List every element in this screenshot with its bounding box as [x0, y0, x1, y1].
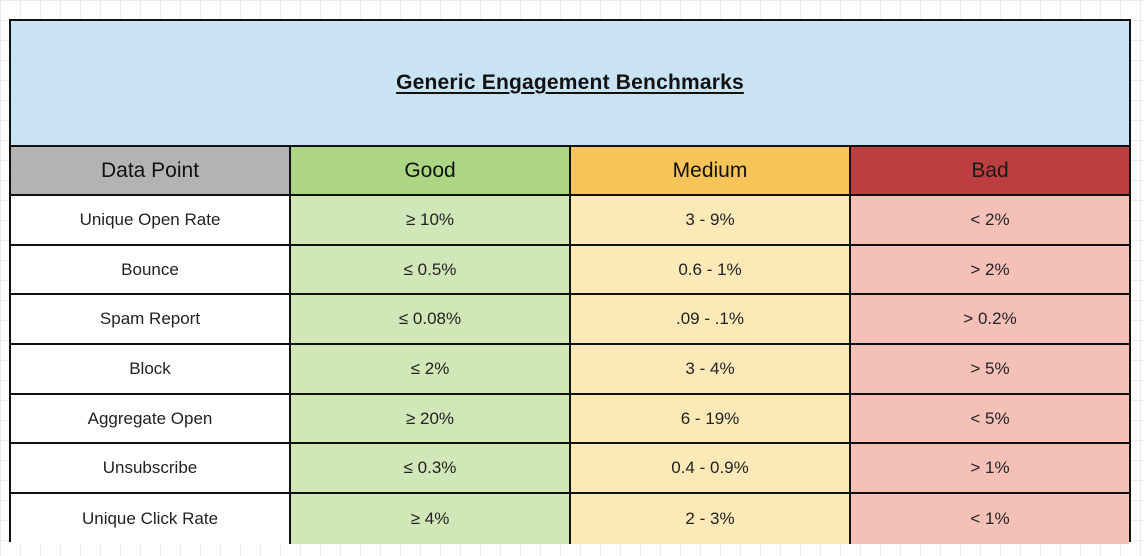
row-good-value: ≥ 10% — [291, 196, 571, 246]
row-data-point: Unique Open Rate — [11, 196, 291, 246]
row-good-value: ≤ 0.5% — [291, 245, 571, 296]
benchmarks-table-board: Generic Engagement Benchmarks Data Point… — [9, 19, 1131, 544]
row-data-point: Unsubscribe — [11, 444, 291, 495]
row-bad-value: > 0.2% — [851, 295, 1129, 346]
row-data-point: Block — [11, 345, 291, 395]
benchmarks-table: Data Point Good Medium Bad Unique Open R… — [11, 145, 1129, 544]
row-bad-value: < 5% — [851, 394, 1129, 445]
row-bad-value: > 1% — [851, 444, 1129, 495]
header-medium: Medium — [571, 147, 851, 196]
row-medium-value: 0.4 - 0.9% — [571, 444, 851, 495]
header-bad: Bad — [851, 147, 1129, 196]
row-good-value: ≤ 0.3% — [291, 444, 571, 495]
row-medium-value: 3 - 4% — [571, 345, 851, 395]
row-bad-value: < 2% — [851, 196, 1129, 246]
page-title: Generic Engagement Benchmarks — [396, 71, 744, 94]
header-data-point: Data Point — [11, 147, 291, 196]
row-good-value: ≤ 2% — [291, 345, 571, 395]
row-bad-value: > 5% — [851, 345, 1129, 395]
row-good-value: ≥ 20% — [291, 394, 571, 445]
row-medium-value: .09 - .1% — [571, 295, 851, 346]
row-medium-value: 6 - 19% — [571, 394, 851, 445]
title-band: Generic Engagement Benchmarks — [11, 21, 1129, 145]
row-good-value: ≥ 4% — [291, 494, 571, 544]
row-data-point: Unique Click Rate — [11, 494, 291, 544]
row-medium-value: 2 - 3% — [571, 494, 851, 544]
row-good-value: ≤ 0.08% — [291, 295, 571, 346]
row-data-point: Aggregate Open — [11, 394, 291, 445]
row-data-point: Spam Report — [11, 295, 291, 346]
row-medium-value: 3 - 9% — [571, 196, 851, 246]
row-bad-value: > 2% — [851, 245, 1129, 296]
row-medium-value: 0.6 - 1% — [571, 245, 851, 296]
row-bad-value: < 1% — [851, 494, 1129, 544]
header-good: Good — [291, 147, 571, 196]
row-data-point: Bounce — [11, 245, 291, 296]
